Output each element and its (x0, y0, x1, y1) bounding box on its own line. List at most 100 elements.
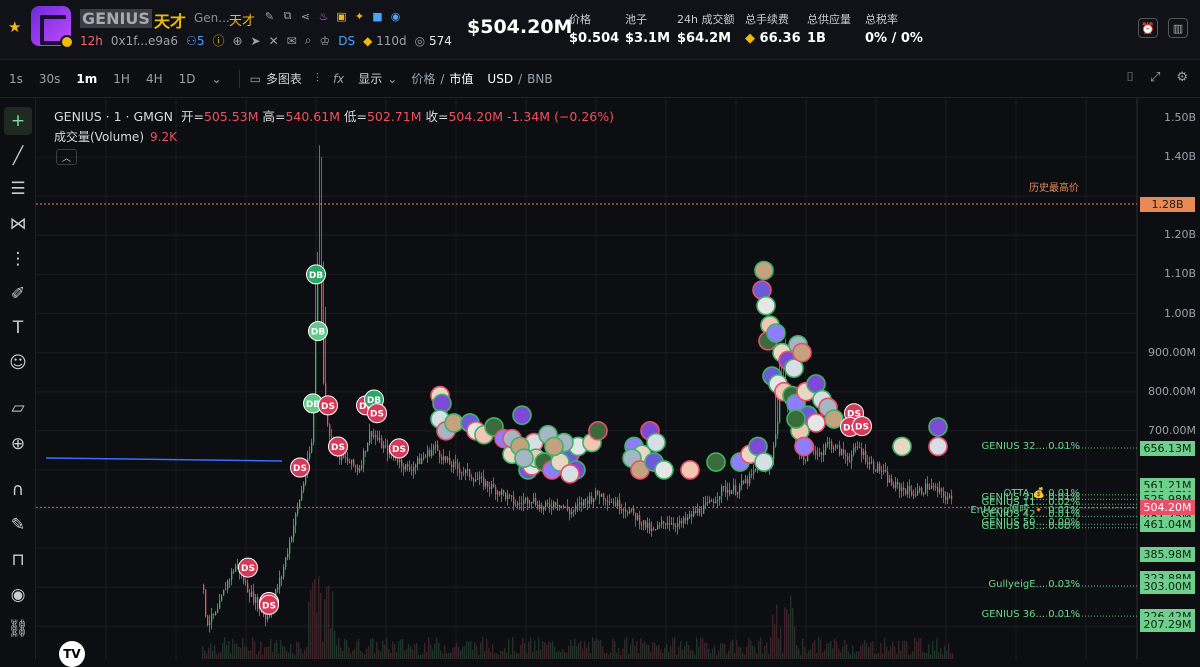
lock-icon[interactable]: ⊓ (11, 550, 25, 570)
trader-avatar[interactable] (766, 323, 786, 343)
favorite-star-icon[interactable]: ★ (8, 18, 22, 36)
emoji-tool-icon[interactable]: ☺ (9, 353, 27, 373)
message-icon[interactable]: ✉ (286, 33, 297, 48)
trader-avatar[interactable] (560, 464, 580, 484)
limit-order-label[interactable]: GENIUS 31... 0.01% (981, 492, 1080, 504)
settings-icon[interactable]: ⚙ (1176, 70, 1188, 85)
trade-marker[interactable] (308, 321, 328, 342)
token-address[interactable]: 0x1f...e9a6 (110, 33, 179, 48)
volume-bar (934, 650, 936, 659)
limit-order-label[interactable]: GENIUS 11... 0.02% (981, 497, 1080, 509)
trade-marker[interactable] (238, 557, 258, 578)
limit-order-label[interactable]: OTTA 💰 0.01% (1003, 487, 1080, 499)
volume-bar (670, 646, 672, 659)
collapse-legend-button[interactable]: ︿ (56, 149, 77, 165)
volume-bar (266, 646, 268, 659)
pattern-tool-icon[interactable]: ⋈ (9, 214, 27, 234)
ruler-tool-icon[interactable]: ▱ (11, 398, 25, 418)
candle-body (531, 501, 533, 503)
trader-avatar[interactable] (754, 452, 774, 472)
timeframe-1H[interactable]: 1H (113, 71, 130, 86)
tradingview-logo[interactable]: TV (59, 641, 85, 667)
trade-marker[interactable] (367, 403, 387, 424)
trade-marker[interactable] (328, 436, 348, 457)
zoom-tool-icon[interactable]: ⊕ (10, 434, 26, 454)
multi-chart-button[interactable]: ▭ 多图表 (249, 71, 302, 87)
display-dropdown[interactable]: 显示 ⌄ (358, 71, 398, 87)
candle-body (405, 464, 407, 470)
trader-avatar[interactable] (754, 260, 774, 281)
trendline-tool-icon[interactable]: ╱ (12, 146, 24, 166)
trader-avatar[interactable] (892, 436, 912, 457)
candle-body (579, 502, 581, 505)
timeframe-dropdown-icon[interactable]: ⌄ (211, 71, 222, 86)
limit-order-label[interactable]: GullyeigE... 0.03% (988, 579, 1080, 591)
fib-tool-icon[interactable]: ☰ (10, 179, 26, 199)
brush-tool-icon[interactable]: ✐ (10, 284, 26, 304)
twitter-icon[interactable]: ✕ (268, 33, 279, 48)
timeframe-1D[interactable]: 1D (178, 71, 196, 86)
price-chart[interactable]: DBDBDBDSDSDSDBDSDSDSDSDSDSDSDSDS GENIUS … (36, 98, 1200, 667)
text-tool-icon[interactable]: T (12, 318, 24, 338)
lock-drawing-icon[interactable]: ✎ (10, 515, 26, 535)
search-icon[interactable]: ⌕ (304, 33, 312, 47)
share-icon[interactable]: ⋖ (300, 9, 311, 23)
crosshair-tool-icon[interactable]: + (4, 107, 32, 135)
timeframe-30s[interactable]: 30s (38, 71, 61, 86)
trader-avatar[interactable] (544, 436, 564, 457)
copy-icon[interactable]: ⧉ (283, 9, 292, 22)
measure-tool-icon[interactable]: ⋮ (9, 249, 27, 269)
chart-canvas[interactable]: DBDBDBDSDSDSDBDSDSDSDSDSDSDSDSDS (36, 98, 1200, 659)
trader-avatar[interactable] (806, 413, 826, 433)
trader-avatar[interactable] (794, 436, 814, 457)
volume-bar (406, 648, 408, 659)
telegram-icon[interactable]: ➤ (250, 33, 261, 48)
timeframe-1m[interactable]: 1m (76, 71, 98, 86)
indicator-compare-button[interactable]: ⫶ (316, 71, 319, 86)
trader-avatar[interactable] (646, 432, 666, 453)
usd-bnb-toggle[interactable]: USD / BNB (487, 71, 553, 86)
trade-marker[interactable] (259, 594, 279, 615)
trader-avatar[interactable] (786, 409, 806, 429)
candle-body (515, 504, 517, 506)
limit-order-label[interactable]: GENIUS 42... 0.01% (981, 509, 1080, 521)
trade-marker[interactable] (306, 264, 326, 285)
visibility-icon[interactable]: ◉ (10, 585, 26, 605)
limit-order-label[interactable]: GENIUS 32... 0.01% (981, 441, 1080, 452)
trader-avatar[interactable] (514, 448, 534, 468)
trader-avatar[interactable] (512, 405, 532, 425)
limit-order-label[interactable]: EnHeng嗯哼 🔸 0.01% (970, 504, 1080, 516)
candle-body (613, 502, 615, 504)
price-mcap-toggle[interactable]: 价格 / 市值 (411, 71, 474, 87)
timeframe-4H[interactable]: 4H (145, 71, 163, 86)
trade-marker[interactable] (389, 438, 409, 459)
volume-bar (824, 650, 826, 659)
trade-marker[interactable] (290, 457, 310, 478)
limit-order-label[interactable]: GENIUS 50... 0.00% (981, 517, 1080, 529)
trade-marker[interactable] (318, 395, 338, 416)
trader-avatar[interactable] (756, 295, 776, 316)
fullscreen-icon[interactable]: ⤢ (1149, 70, 1161, 85)
layout-icon[interactable]: ▥ (1168, 18, 1188, 38)
link-icon[interactable]: ⛓ (7, 619, 29, 639)
timeframe-1s[interactable]: 1s (9, 71, 23, 86)
user-drawn-line[interactable] (45, 457, 283, 462)
trader-avatar[interactable] (928, 436, 948, 457)
trader-avatar[interactable] (792, 342, 812, 363)
limit-order-label[interactable]: GENIUS 65... 0.00% (981, 520, 1080, 532)
trade-marker[interactable] (852, 416, 872, 437)
trader-avatar[interactable] (680, 460, 700, 480)
magnet-tool-icon[interactable]: ∩ (11, 480, 25, 500)
trader-avatar[interactable] (588, 420, 608, 441)
indicator-fx-button[interactable]: fx (333, 72, 344, 86)
trader-avatar[interactable] (824, 409, 844, 429)
edit-icon[interactable]: ✎ (264, 9, 275, 23)
alert-icon[interactable]: ⏰ (1138, 18, 1158, 38)
trader-avatar[interactable] (654, 460, 674, 480)
limit-order-label[interactable]: GENIUS 36... 0.01% (981, 609, 1080, 621)
trader-avatar[interactable] (928, 417, 948, 437)
website-icon[interactable]: ⊕ (232, 33, 243, 48)
trader-avatar[interactable] (706, 452, 726, 472)
camera-icon[interactable]: ⌷ (1126, 70, 1134, 85)
trader-avatar[interactable] (784, 358, 804, 379)
